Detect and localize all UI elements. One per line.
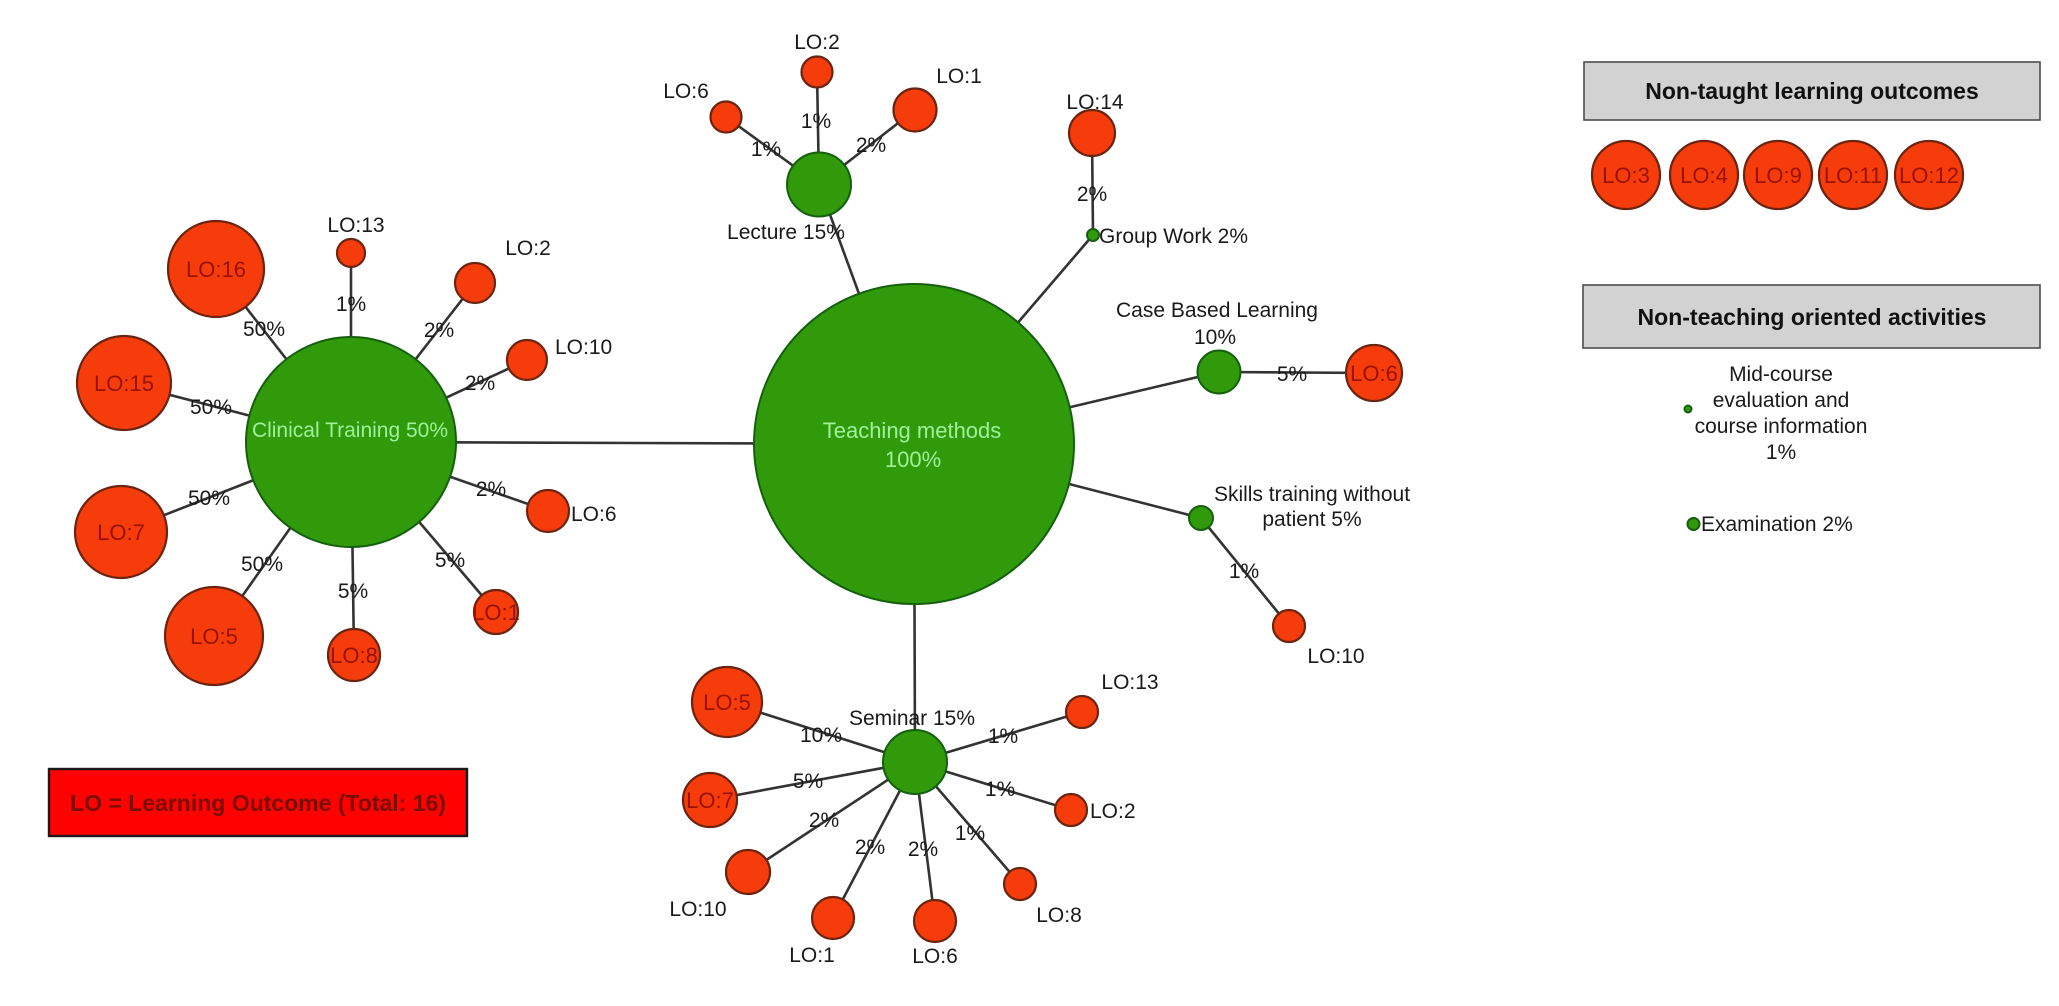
svg-text:Group Work 2%: Group Work 2% [1099,225,1248,248]
svg-text:LO:5: LO:5 [190,624,238,649]
svg-text:LO:8: LO:8 [1036,904,1082,927]
svg-text:1%: 1% [336,293,366,316]
svg-text:Lecture 15%: Lecture 15% [727,221,845,244]
svg-text:1%: 1% [751,138,781,161]
svg-text:LO:1: LO:1 [472,600,520,625]
svg-text:LO:2: LO:2 [1090,800,1136,823]
svg-text:LO:4: LO:4 [1680,163,1728,188]
svg-text:10%: 10% [800,724,842,747]
svg-text:LO:6: LO:6 [663,80,709,103]
svg-text:2%: 2% [908,838,938,861]
svg-text:10%: 10% [1194,326,1236,349]
svg-text:50%: 50% [188,487,230,510]
svg-text:2%: 2% [476,478,506,501]
svg-text:LO:13: LO:13 [327,214,384,237]
svg-text:1%: 1% [955,822,985,845]
svg-text:LO:12: LO:12 [1899,163,1959,188]
svg-text:LO:6: LO:6 [912,945,958,968]
svg-text:2%: 2% [1077,183,1107,206]
svg-text:100%: 100% [885,447,941,472]
svg-text:2%: 2% [809,809,839,832]
svg-text:LO:3: LO:3 [1602,163,1650,188]
svg-text:1%: 1% [985,778,1015,801]
svg-text:LO:2: LO:2 [794,31,840,54]
svg-text:5%: 5% [1277,363,1307,386]
svg-text:LO:13: LO:13 [1101,671,1158,694]
svg-text:LO:10: LO:10 [555,336,612,359]
svg-text:Non-taught learning outcomes: Non-taught learning outcomes [1645,78,1979,104]
svg-text:patient 5%: patient 5% [1262,508,1361,531]
svg-text:5%: 5% [338,580,368,603]
svg-text:Skills training without: Skills training without [1214,483,1410,506]
svg-text:LO:15: LO:15 [94,371,154,396]
svg-text:2%: 2% [424,319,454,342]
svg-text:LO:1: LO:1 [789,944,835,967]
svg-text:50%: 50% [190,396,232,419]
svg-text:LO:1: LO:1 [936,65,982,88]
svg-text:Seminar 15%: Seminar 15% [849,707,975,730]
svg-text:50%: 50% [241,553,283,576]
svg-text:LO:8: LO:8 [330,643,378,668]
svg-text:1%: 1% [1766,441,1796,464]
svg-text:LO:6: LO:6 [1350,361,1398,386]
svg-text:Non-teaching oriented activiti: Non-teaching oriented activities [1638,304,1987,330]
svg-text:LO:10: LO:10 [1307,645,1364,668]
svg-text:LO:11: LO:11 [1824,163,1882,188]
svg-text:evaluation and: evaluation and [1713,389,1850,412]
svg-text:Clinical Training 50%: Clinical Training 50% [252,419,448,442]
svg-text:LO:2: LO:2 [505,237,551,260]
svg-text:LO:14: LO:14 [1066,91,1124,114]
svg-text:course information: course information [1695,415,1868,438]
svg-text:Case Based Learning: Case Based Learning [1116,299,1318,322]
svg-text:LO:6: LO:6 [571,503,617,526]
svg-text:Mid-course: Mid-course [1729,363,1833,386]
svg-text:2%: 2% [855,836,885,859]
svg-text:5%: 5% [793,770,823,793]
svg-text:1%: 1% [1229,560,1259,583]
svg-text:LO:7: LO:7 [97,520,145,545]
svg-text:5%: 5% [435,549,465,572]
svg-text:Examination 2%: Examination 2% [1701,513,1853,536]
svg-text:50%: 50% [243,318,285,341]
svg-text:2%: 2% [856,134,886,157]
svg-text:LO:10: LO:10 [669,898,726,921]
svg-text:Teaching methods: Teaching methods [823,418,1002,443]
svg-text:2%: 2% [465,372,495,395]
svg-text:1%: 1% [801,110,831,133]
svg-text:LO:9: LO:9 [1754,163,1802,188]
svg-text:LO:16: LO:16 [186,257,246,282]
svg-text:LO:7: LO:7 [686,788,734,813]
svg-text:LO:5: LO:5 [703,690,751,715]
svg-text:1%: 1% [988,725,1018,748]
svg-text:LO = Learning Outcome (Total:: LO = Learning Outcome (Total: 16) [70,790,446,816]
